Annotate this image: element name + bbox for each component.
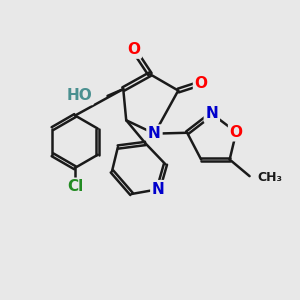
Text: N: N bbox=[152, 182, 165, 197]
Text: CH₃: CH₃ bbox=[257, 171, 282, 184]
Text: O: O bbox=[127, 42, 140, 57]
Text: O: O bbox=[230, 125, 243, 140]
Text: HO: HO bbox=[66, 88, 92, 104]
Text: N: N bbox=[148, 126, 161, 141]
Text: O: O bbox=[195, 76, 208, 91]
Text: Cl: Cl bbox=[67, 179, 83, 194]
Text: N: N bbox=[206, 106, 218, 121]
